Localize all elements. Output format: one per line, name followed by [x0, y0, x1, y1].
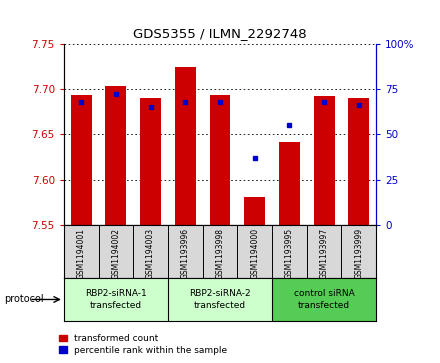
Text: GSM1193996: GSM1193996	[181, 228, 190, 279]
Bar	[348, 98, 369, 225]
Text: GSM1194003: GSM1194003	[146, 228, 155, 279]
Text: GSM1193997: GSM1193997	[319, 228, 329, 279]
Bar	[64, 278, 168, 321]
Text: GSM1194002: GSM1194002	[111, 228, 121, 279]
Bar	[279, 143, 300, 225]
Bar	[272, 278, 376, 321]
Bar	[71, 95, 92, 225]
Text: protocol: protocol	[4, 294, 44, 305]
Text: RBP2-siRNA-2
transfected: RBP2-siRNA-2 transfected	[189, 289, 251, 310]
Text: GSM1194000: GSM1194000	[250, 228, 259, 279]
Title: GDS5355 / ILMN_2292748: GDS5355 / ILMN_2292748	[133, 26, 307, 40]
Legend: transformed count, percentile rank within the sample: transformed count, percentile rank withi…	[57, 333, 229, 357]
Text: GSM1193998: GSM1193998	[216, 228, 224, 279]
Bar	[106, 86, 126, 225]
Bar	[209, 95, 231, 225]
Text: RBP2-siRNA-1
transfected: RBP2-siRNA-1 transfected	[85, 289, 147, 310]
Bar	[140, 98, 161, 225]
Bar	[175, 67, 196, 225]
Bar	[314, 96, 334, 225]
Text: GSM1194001: GSM1194001	[77, 228, 86, 279]
Text: GSM1193999: GSM1193999	[354, 228, 363, 279]
Bar	[168, 278, 272, 321]
Text: GSM1193995: GSM1193995	[285, 228, 294, 279]
Text: control siRNA
transfected: control siRNA transfected	[294, 289, 355, 310]
Bar	[244, 197, 265, 225]
